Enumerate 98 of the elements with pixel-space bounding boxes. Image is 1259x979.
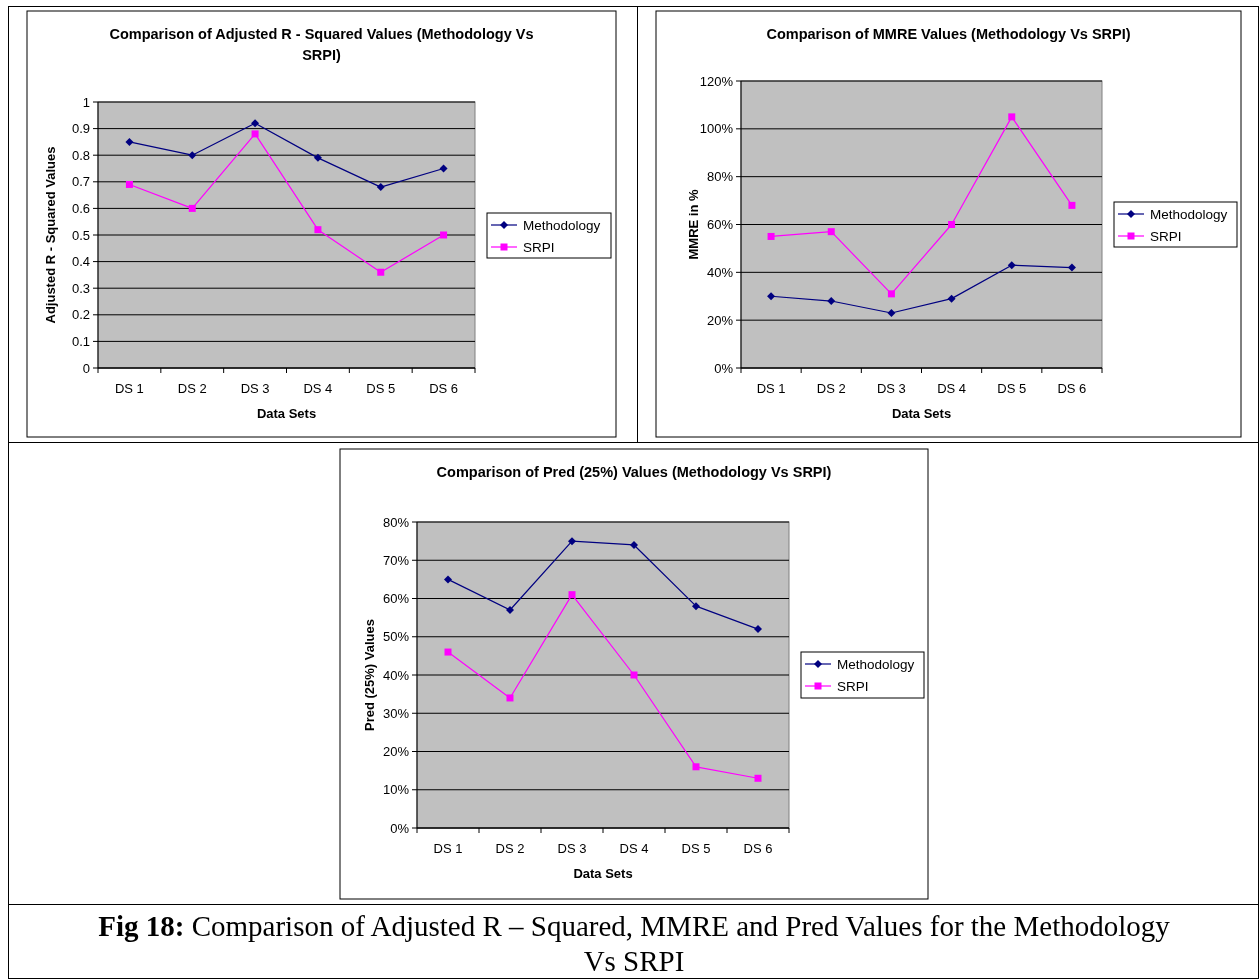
point [444, 648, 452, 656]
point [188, 204, 196, 212]
y-tick-label: 10% [382, 782, 410, 798]
x-axis-title: Data Sets [256, 406, 317, 421]
y-tick-label: 0.1 [71, 333, 90, 349]
x-axis-title: Data Sets [573, 866, 633, 881]
y-tick-label: 80% [382, 514, 410, 530]
point [125, 180, 133, 188]
point [251, 119, 260, 128]
y-tick-label: 0.3 [71, 280, 90, 296]
point [439, 164, 448, 173]
x-tick-label: DS 5 [681, 841, 711, 856]
point [125, 137, 134, 146]
y-tick-label: 1 [82, 94, 90, 110]
x-tick-label: DS 1 [114, 381, 144, 396]
y-tick-label: 50% [382, 629, 410, 645]
point [767, 232, 775, 240]
legend-label: SRPI [1150, 228, 1182, 244]
point [767, 292, 776, 301]
text: Comparison of Adjusted R – Squared, MMRE and Pred Values for the Methodology Vs SRPI [184, 910, 1171, 977]
y-tick-label: 0% [714, 360, 734, 376]
point [1008, 113, 1016, 121]
point [630, 540, 638, 549]
point [377, 268, 385, 276]
x-tick-label: DS 2 [495, 841, 525, 856]
legend-label: Methodology [523, 217, 601, 233]
point [827, 228, 835, 236]
point [1068, 201, 1076, 209]
y-tick-label: 0.2 [71, 307, 90, 323]
point [754, 625, 762, 634]
point [568, 537, 576, 546]
point [827, 297, 836, 306]
point [692, 602, 700, 611]
point [948, 221, 956, 228]
point [568, 591, 576, 599]
point [444, 575, 452, 584]
y-tick-label: 0.8 [71, 147, 90, 163]
y-tick-label: 0 [82, 360, 90, 376]
y-axis-title: Adjusted R - Squared Values [43, 146, 58, 324]
x-tick-label: DS 1 [756, 381, 786, 396]
point [754, 774, 762, 782]
point [1007, 261, 1016, 270]
point [313, 153, 322, 162]
x-tick-label: DS 4 [619, 841, 649, 856]
x-tick-label: DS 4 [937, 381, 967, 396]
y-tick-label: 70% [382, 552, 410, 568]
y-tick-label: 0.6 [71, 200, 90, 216]
y-tick-label: 60% [706, 217, 734, 233]
y-tick-label: 60% [382, 591, 410, 607]
point [314, 226, 322, 234]
point [188, 151, 197, 160]
chart-title: Comparison of Adjusted R - Squared Values (Methodology Vs SRPI) [109, 26, 534, 63]
x-tick-label: DS 6 [1057, 381, 1087, 396]
x-tick-label: DS 3 [240, 381, 270, 396]
y-tick-label: 100% [699, 121, 734, 137]
point [692, 763, 700, 771]
legend-label: SRPI [523, 239, 555, 255]
x-tick-label: DS 5 [366, 381, 396, 396]
x-tick-label: DS 3 [557, 841, 587, 856]
y-tick-label: 0.5 [71, 227, 90, 243]
point [947, 294, 956, 303]
y-tick-label: 0.9 [71, 121, 90, 137]
x-tick-label: DS 1 [433, 841, 463, 856]
x-tick-label: DS 3 [876, 381, 906, 396]
x-tick-label: DS 2 [816, 381, 846, 396]
legend-label: SRPI [837, 678, 869, 694]
point [1067, 263, 1076, 272]
point [887, 308, 896, 317]
y-tick-label: 20% [382, 744, 410, 760]
legend-label: Methodology [1150, 206, 1228, 222]
y-tick-label: 40% [706, 264, 734, 280]
x-tick-label: DS 6 [743, 841, 773, 856]
point [251, 130, 259, 138]
chart-title: Comparison of Pred (25%) Values (Methodology Vs SRPI) [436, 464, 832, 480]
y-axis-title: Pred (25%) Values [362, 619, 377, 731]
y-tick-label: 80% [706, 169, 734, 185]
y-tick-label: 20% [706, 312, 734, 328]
y-axis-title: MMRE in % [686, 189, 701, 260]
point [506, 605, 514, 614]
y-tick-label: 0.7 [71, 174, 90, 190]
x-axis-title: Data Sets [891, 406, 952, 421]
x-tick-label: DS 6 [429, 381, 459, 396]
y-tick-label: 120% [699, 73, 734, 89]
caption: Fig 18: [98, 910, 185, 942]
point [887, 290, 895, 298]
legend-label: Methodology [837, 656, 915, 672]
y-tick-label: 30% [382, 705, 410, 721]
point [440, 231, 448, 239]
x-tick-label: DS 2 [177, 381, 207, 396]
point [630, 671, 638, 679]
point [506, 694, 514, 702]
x-tick-label: DS 5 [997, 381, 1027, 396]
chart-title: Comparison of MMRE Values (Methodology Vs SRPI) [766, 26, 1131, 42]
y-tick-label: 0% [390, 820, 410, 836]
x-tick-label: DS 4 [303, 381, 333, 396]
point [376, 183, 385, 192]
y-tick-label: 0.4 [71, 254, 90, 270]
y-tick-label: 40% [382, 667, 410, 683]
